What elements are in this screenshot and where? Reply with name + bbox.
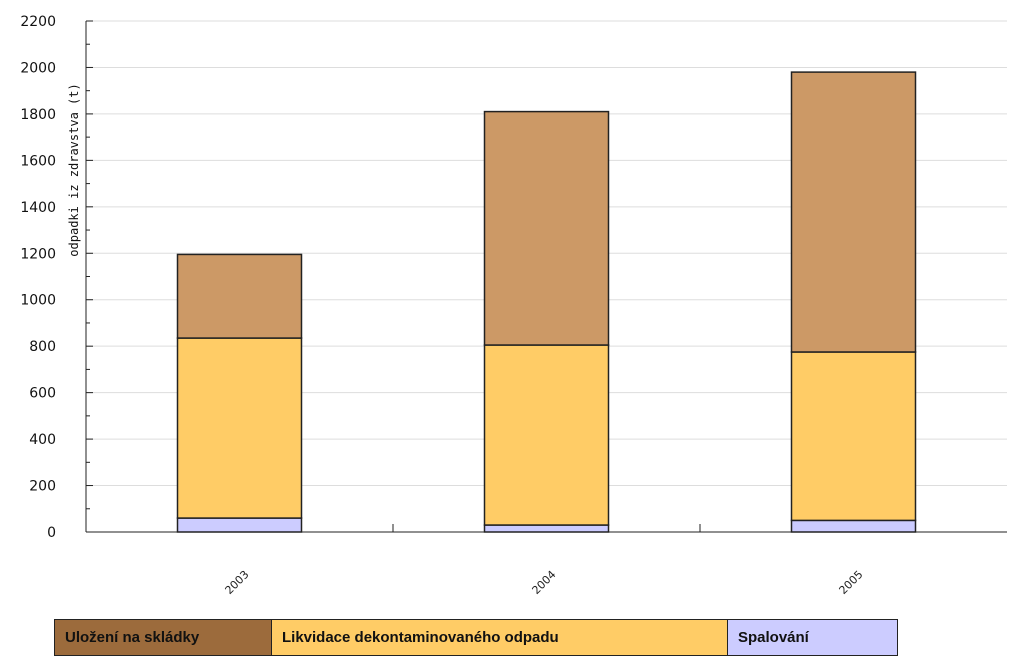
bar-segment <box>176 517 303 533</box>
legend-label: Spalování <box>738 629 809 646</box>
y-axis-ticks: 0 200 400 600 800 1000 1200 1400 1600 1800 2000 220… <box>20 14 93 541</box>
legend-item-decontamination: Likvidace dekontaminovaného odpadu <box>272 620 728 655</box>
x-tick-label: 2005 <box>837 568 866 597</box>
y-tick-label: 1800 <box>20 107 56 123</box>
y-tick-label: 1200 <box>20 246 56 262</box>
legend-item-incineration: Spalování <box>728 620 897 655</box>
bar-segment <box>483 524 610 533</box>
legend-item-landfill: Uložení na skládky <box>55 620 272 655</box>
x-axis-ticks: 2003 2004 2005 <box>223 524 866 597</box>
bar-segment <box>790 71 917 353</box>
y-tick-label: 1400 <box>20 200 56 216</box>
bar-segment <box>790 519 917 533</box>
legend: Uložení na skládky Likvidace dekontamino… <box>54 619 898 656</box>
y-tick-label: 2200 <box>20 14 56 30</box>
bar-segment <box>176 253 303 339</box>
bar-segment <box>483 344 610 526</box>
y-tick-label: 200 <box>29 479 56 495</box>
bar-segment <box>483 110 610 346</box>
y-tick-label: 0 <box>47 525 56 541</box>
legend-label: Likvidace dekontaminovaného odpadu <box>282 629 559 646</box>
y-tick-label: 600 <box>29 386 56 402</box>
x-tick-label: 2004 <box>530 568 559 597</box>
bar-segment <box>176 337 303 519</box>
chart: 0 200 400 600 800 1000 1200 1400 1600 1800 2000 220… <box>20 14 1007 597</box>
bars <box>176 71 917 533</box>
y-tick-label: 400 <box>29 432 56 448</box>
y-axis-title: odpadki iz zdravstva (t) <box>67 83 81 256</box>
legend-label: Uložení na skládky <box>65 629 200 646</box>
x-tick-label: 2003 <box>223 568 252 597</box>
y-tick-label: 1000 <box>20 293 56 309</box>
y-tick-label: 800 <box>29 339 56 355</box>
y-tick-label: 1600 <box>20 153 56 169</box>
y-tick-label: 2000 <box>20 60 56 76</box>
bar-segment <box>790 351 917 522</box>
